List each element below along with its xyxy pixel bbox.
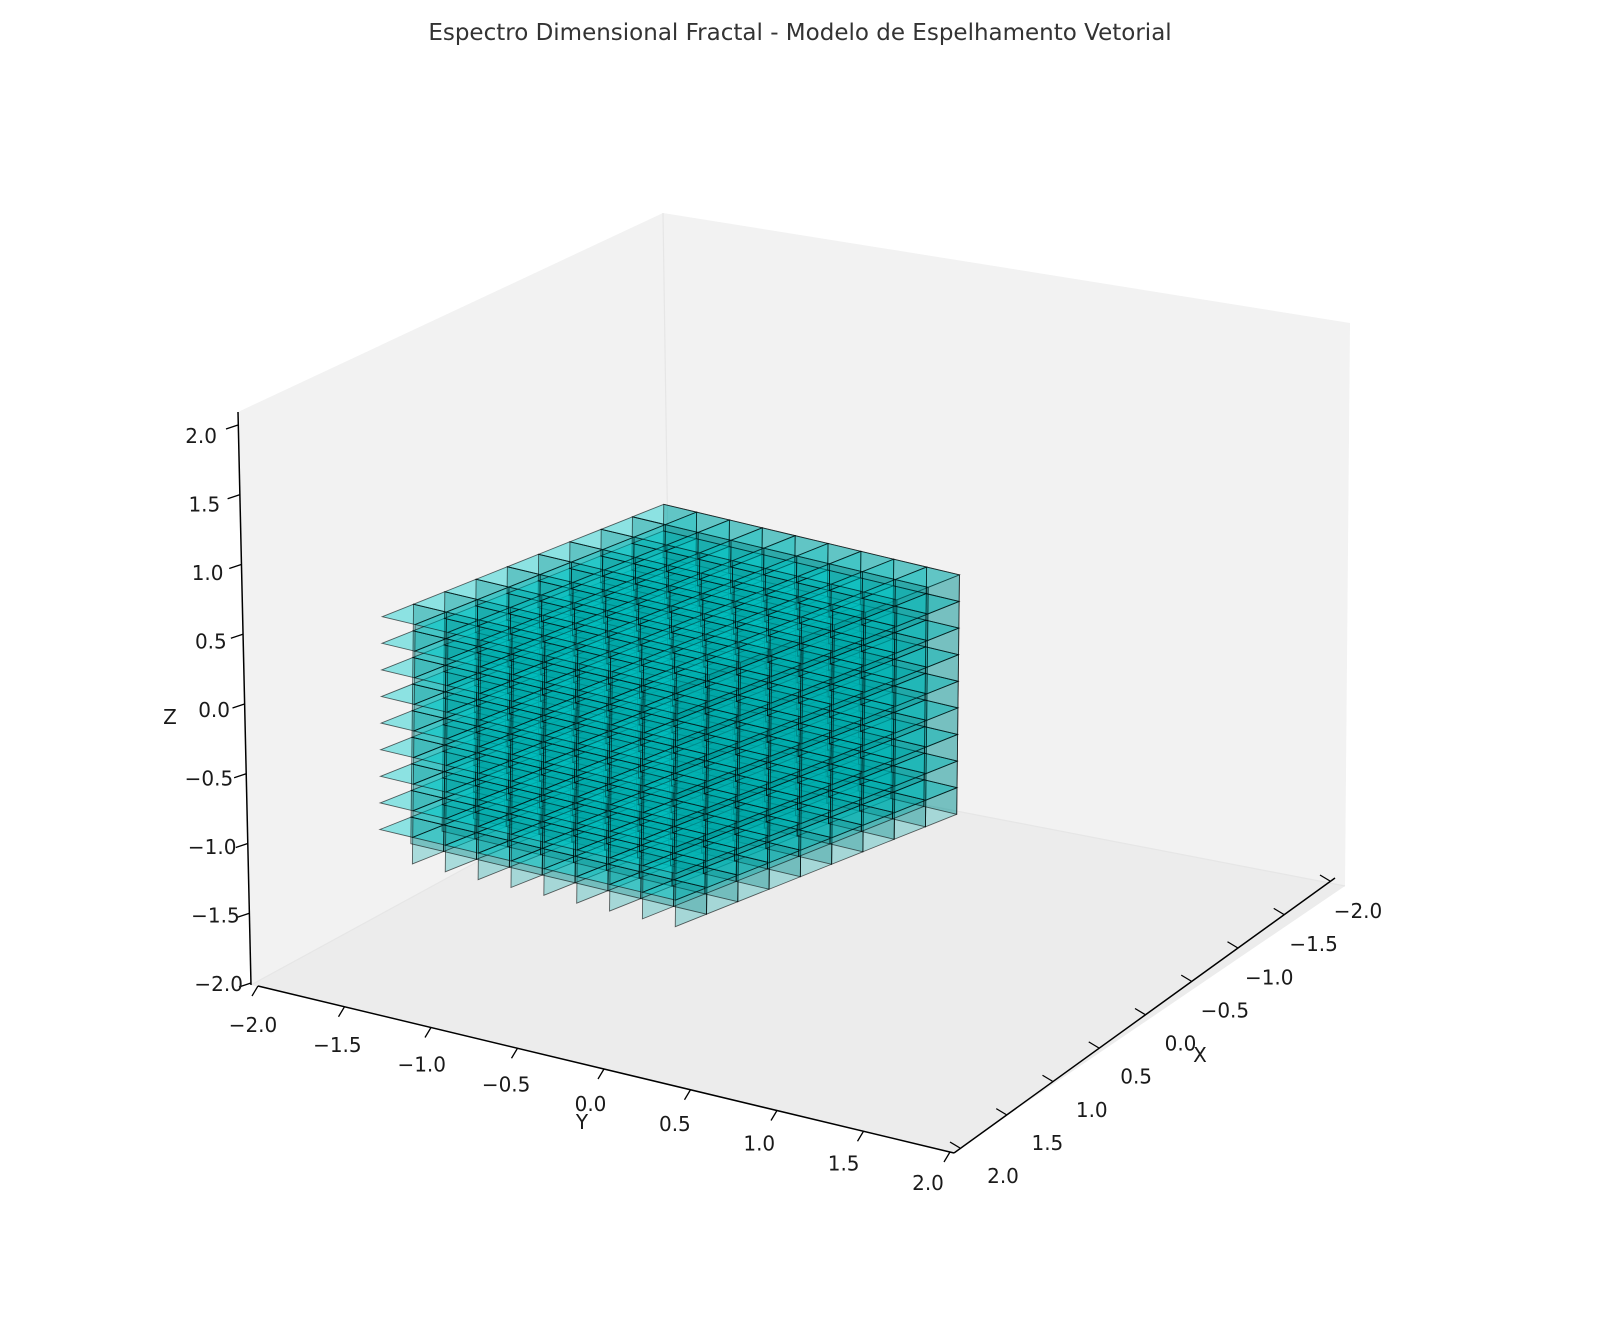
x-axis-tick-label: −1.5: [1289, 932, 1338, 956]
x-axis-tick-label: −0.5: [1201, 998, 1250, 1022]
z-axis-tick-label: 0.5: [195, 630, 227, 654]
y-axis-tick: [770, 1110, 778, 1121]
y-axis-tick: [424, 1027, 432, 1038]
voxel: [379, 683, 447, 732]
right-pane: [663, 213, 1350, 886]
y-axis-tick-label: 1.0: [743, 1132, 775, 1156]
z-axis-label: Z: [163, 705, 177, 729]
voxel-group: [378, 503, 961, 928]
x-axis-tick-label: 2.0: [987, 1164, 1019, 1188]
y-axis-tick: [943, 1151, 951, 1163]
z-axis-tick-label: −0.5: [185, 767, 234, 791]
x-axis-tick-label: 0.0: [1165, 1032, 1197, 1056]
z-axis-tick-label: 0.0: [198, 698, 230, 722]
left-pane: [238, 213, 671, 985]
y-axis-tick: [683, 1089, 692, 1101]
y-axis-tick: [856, 1130, 865, 1142]
y-axis-tick-label: 1.5: [828, 1151, 860, 1175]
z-axis-tick-label: 1.5: [188, 493, 220, 517]
x-axis-tick-label: 0.5: [1120, 1065, 1152, 1089]
z-axis-tick: [235, 842, 248, 849]
z-axis-tick: [227, 494, 240, 500]
y-axis-tick-label: −1.5: [313, 1033, 362, 1057]
y-axis-tick: [510, 1047, 519, 1059]
y-axis-tick-label: −1.0: [397, 1053, 446, 1077]
x-axis-label: X: [1193, 1043, 1207, 1067]
z-axis-tick-label: 1.0: [192, 561, 224, 585]
y-axis-tick: [597, 1068, 605, 1080]
z-axis-tick-label: −1.5: [191, 904, 240, 928]
z-axis-tick: [230, 633, 244, 639]
x-axis-tick-label: 1.5: [1031, 1131, 1063, 1155]
y-axis-tick: [251, 985, 259, 997]
y-axis-tick-label: −2.0: [229, 1013, 278, 1037]
z-axis-tick: [232, 703, 245, 709]
z-axis-tick-label: −2.0: [194, 972, 243, 996]
z-axis-tick: [229, 563, 242, 570]
z-axis-tick: [233, 773, 247, 779]
z-axis-tick: [225, 424, 239, 430]
z-axis-tick-label: −1.0: [188, 835, 237, 859]
z-axis-tick-label: 2.0: [185, 424, 217, 448]
y-axis-tick-label: 2.0: [912, 1171, 944, 1195]
chart-title: Espectro Dimensional Fractal - Modelo de…: [428, 20, 1171, 46]
x-axis-tick-label: 1.0: [1076, 1098, 1108, 1122]
y-axis-tick-label: −0.5: [482, 1072, 531, 1096]
x-axis-tick-label: −1.0: [1245, 965, 1294, 989]
x-axis-tick-label: −2.0: [1334, 899, 1383, 923]
pane-edge: [250, 755, 672, 986]
y-axis-label: Y: [575, 1110, 589, 1134]
y-axis-tick: [337, 1006, 346, 1018]
y-axis-tick-label: 0.5: [659, 1112, 691, 1136]
